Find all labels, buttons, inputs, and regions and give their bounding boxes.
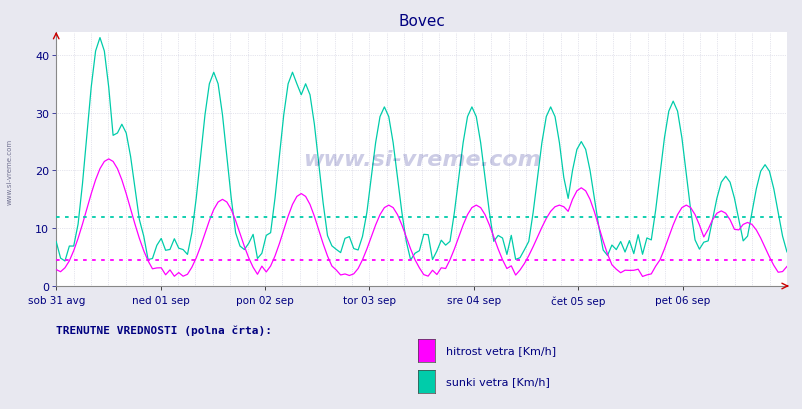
Text: hitrost vetra [Km/h]: hitrost vetra [Km/h] (445, 346, 555, 355)
Text: sunki vetra [Km/h]: sunki vetra [Km/h] (445, 376, 549, 386)
Text: www.si-vreme.com: www.si-vreme.com (302, 150, 540, 169)
Text: www.si-vreme.com: www.si-vreme.com (6, 139, 13, 205)
Title: Bovec: Bovec (398, 14, 444, 29)
Text: TRENUTNE VREDNOSTI (polna črta):: TRENUTNE VREDNOSTI (polna črta): (56, 325, 272, 335)
